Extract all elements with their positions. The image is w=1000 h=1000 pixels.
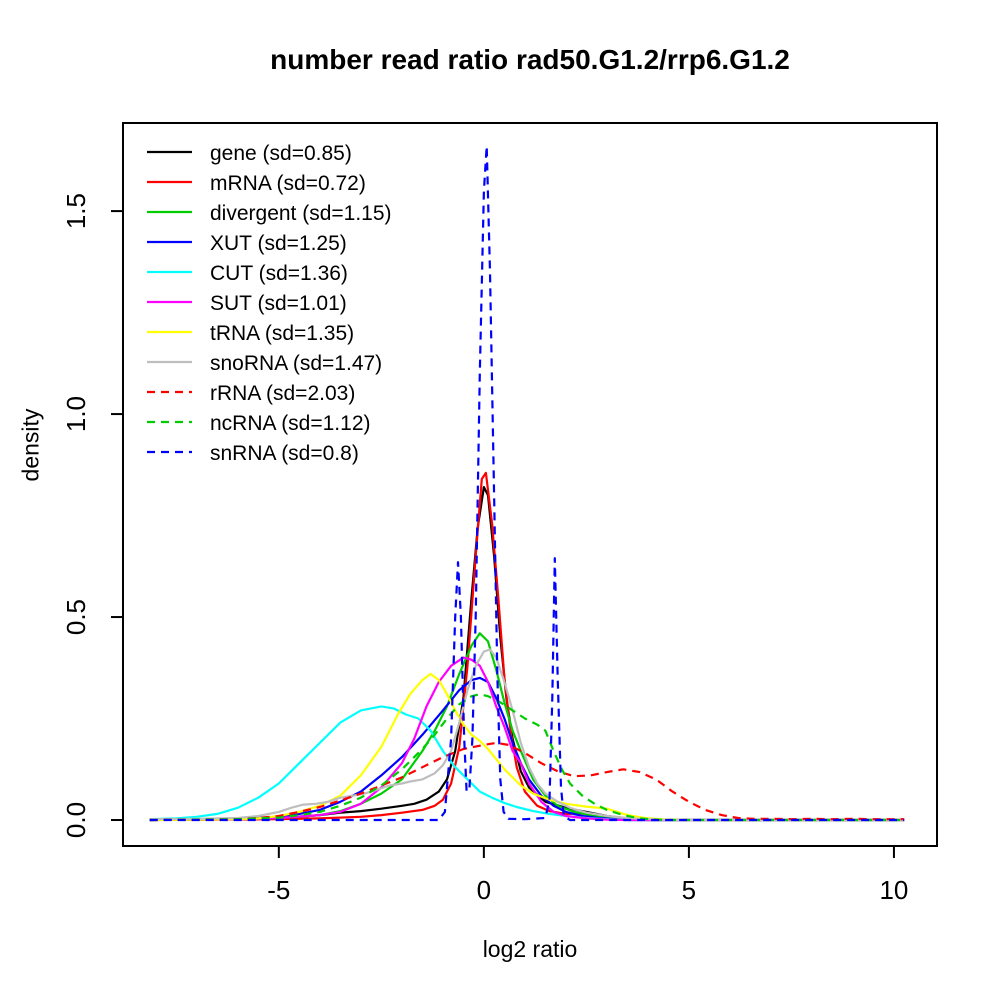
x-axis-label: log2 ratio	[482, 936, 578, 962]
legend-label-gene: gene (sd=0.85)	[210, 142, 352, 165]
curve-tRNA	[149, 672, 905, 822]
legend-label-CUT: CUT (sd=1.36)	[210, 262, 348, 285]
legend: gene (sd=0.85) mRNA (sd=0.72) divergent (s…	[147, 142, 392, 465]
legend-label-rRNA: rRNA (sd=2.03)	[210, 382, 355, 405]
legend-label-mRNA: mRNA (sd=0.72)	[210, 172, 366, 195]
x-tick-label: -5	[267, 875, 290, 905]
legend-label-SUT: SUT (sd=1.01)	[210, 292, 347, 315]
curve-divergent	[149, 632, 905, 822]
curve-XUT	[149, 676, 905, 822]
plot-border	[122, 122, 938, 847]
curve-rRNA	[149, 741, 905, 822]
y-tick-label: 1.5	[61, 193, 91, 229]
y-tick-label: 1.0	[61, 396, 91, 432]
curve-ncRNA	[149, 693, 905, 822]
curve-SUT	[149, 656, 905, 822]
legend-label-XUT: XUT (sd=1.25)	[210, 232, 347, 255]
curve-snoRNA	[149, 648, 905, 822]
legend-label-snRNA: snRNA (sd=0.8)	[210, 442, 359, 465]
curve-CUT	[149, 705, 905, 822]
curve-gene	[149, 486, 905, 822]
legend-label-snoRNA: snoRNA (sd=1.47)	[210, 352, 382, 375]
curve-snRNA	[149, 145, 905, 822]
chart-title: number read ratio rad50.G1.2/rrp6.G1.2	[270, 44, 790, 75]
x-tick-label: 5	[682, 875, 696, 905]
y-tick-label: 0.0	[61, 802, 91, 838]
legend-label-tRNA: tRNA (sd=1.35)	[210, 322, 354, 345]
legend-label-ncRNA: ncRNA (sd=1.12)	[210, 412, 371, 435]
legend-label-divergent: divergent (sd=1.15)	[210, 202, 392, 225]
x-tick-label: 0	[477, 875, 491, 905]
x-tick-label: 10	[879, 875, 908, 905]
y-tick-label: 0.5	[61, 599, 91, 635]
